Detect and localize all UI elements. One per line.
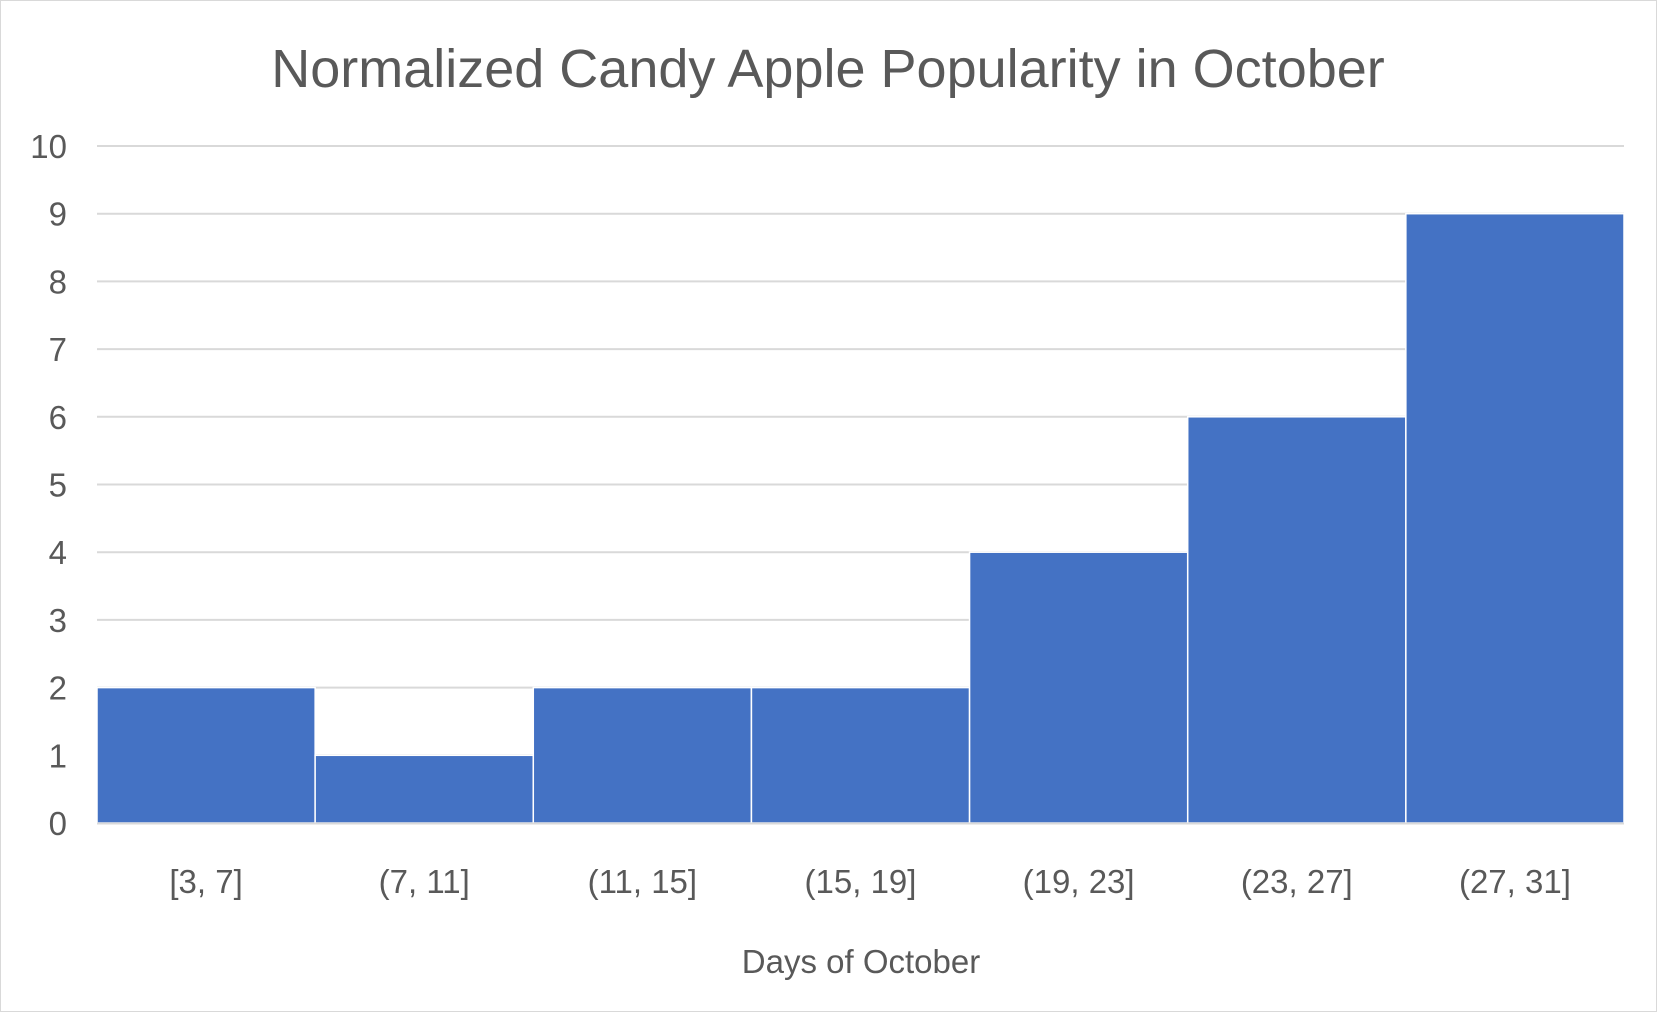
x-tick-label: [3, 7]	[169, 863, 242, 900]
bar	[968, 551, 1189, 824]
y-tick-label: 6	[49, 399, 67, 436]
y-tick-label: 8	[49, 263, 67, 300]
y-tick-label: 3	[49, 602, 67, 639]
gridlines	[97, 145, 1624, 757]
bar	[750, 686, 971, 824]
x-tick-label: (15, 19]	[805, 863, 917, 900]
x-axis-title: Days of October	[742, 943, 980, 980]
bar	[532, 686, 753, 824]
y-tick-label: 1	[49, 737, 67, 774]
y-tick-label: 7	[49, 331, 67, 368]
y-tick-label: 10	[30, 128, 67, 165]
x-tick-label: (11, 15]	[588, 863, 697, 900]
x-tick-label: (7, 11]	[379, 863, 470, 900]
x-tick-labels: [3, 7] (7, 11] (11, 15] (15, 19] (19, 23] (23…	[169, 863, 1571, 900]
x-tick-label: (19, 23]	[1023, 863, 1135, 900]
bar	[1186, 416, 1407, 824]
bars	[96, 212, 1625, 824]
y-tick-label: 2	[49, 670, 67, 707]
y-tick-label: 4	[49, 534, 67, 571]
bar	[1405, 212, 1625, 824]
x-tick-label: (23, 27]	[1241, 863, 1353, 900]
y-tick-label: 5	[49, 467, 67, 504]
y-tick-label: 9	[49, 196, 67, 233]
bar	[314, 754, 535, 824]
x-tick-label: (27, 31]	[1459, 863, 1571, 900]
y-tick-label: 0	[49, 805, 67, 842]
chart-title: Normalized Candy Apple Popularity in Oct…	[271, 39, 1385, 99]
bar	[96, 686, 316, 824]
y-tick-labels: 0 1 2 3 4 5 6 7 8 9 10	[30, 128, 67, 842]
